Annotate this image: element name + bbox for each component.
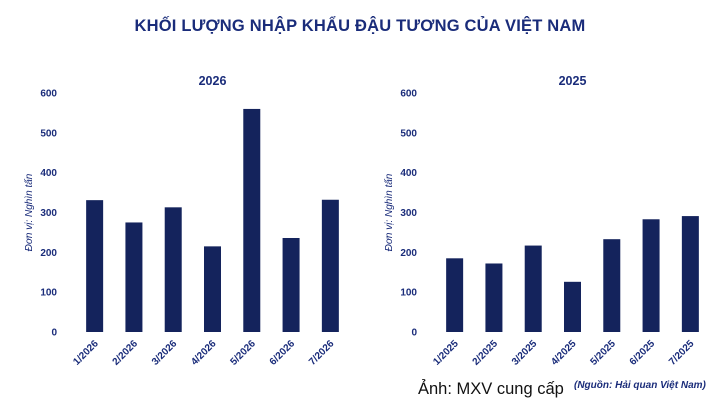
x-tick-label: 7/2025 (667, 338, 697, 368)
bar (204, 246, 221, 332)
bar (164, 207, 182, 332)
y-tick-label: 400 (40, 168, 57, 179)
bar (243, 108, 261, 332)
x-tick-label: 5/2026 (228, 338, 258, 368)
bar (485, 263, 503, 332)
y-tick-label: 400 (400, 168, 417, 179)
y-tick-label: 0 (411, 328, 417, 339)
bar (681, 216, 699, 332)
y-tick-label: 300 (400, 208, 417, 219)
bar (321, 199, 339, 332)
photo-caption: Ảnh: MXV cung cấp (418, 380, 564, 398)
y-axis-label: Đơn vị: Nghìn tấn (23, 173, 35, 251)
x-tick-label: 6/2026 (268, 338, 298, 368)
x-tick-label: 4/2025 (549, 338, 579, 368)
bar (642, 219, 660, 332)
y-tick-label: 500 (40, 128, 57, 139)
x-tick-label: 5/2025 (588, 338, 618, 368)
x-tick-label: 3/2025 (510, 338, 540, 368)
y-tick-label: 200 (400, 248, 417, 259)
y-tick-label: 300 (40, 208, 57, 219)
x-tick-label: 3/2026 (150, 338, 180, 368)
y-tick-label: 500 (400, 128, 417, 139)
x-tick-label: 2/2026 (111, 338, 141, 368)
bar (524, 245, 542, 332)
bar (125, 222, 143, 332)
bar (86, 200, 104, 332)
y-tick-label: 600 (40, 89, 57, 100)
bar (446, 258, 464, 332)
chart-title: 2025 (559, 74, 587, 88)
bar (603, 239, 621, 332)
x-tick-label: 1/2026 (71, 338, 101, 368)
y-tick-label: 100 (400, 288, 417, 299)
y-axis-label: Đơn vị: Nghìn tấn (383, 173, 395, 251)
y-tick-label: 200 (40, 248, 57, 259)
y-tick-label: 600 (400, 89, 417, 100)
chart-2026: 2026 0 100 200 300 400 500 600 Đơn vị: Nghìn tấn… (23, 74, 339, 368)
y-tick-label: 100 (40, 288, 57, 299)
chart-title: 2026 (199, 74, 227, 88)
x-tick-label: 1/2025 (431, 338, 461, 368)
page-title: KHỐI LƯỢNG NHẬP KHẨU ĐẬU TƯƠNG CỦA VIỆT … (134, 17, 586, 35)
x-tick-label: 2/2025 (471, 338, 501, 368)
y-tick-label: 0 (51, 328, 57, 339)
x-tick-label: 7/2026 (307, 338, 337, 368)
x-tick-label: 4/2026 (189, 338, 219, 368)
source-note: (Nguồn: Hải quan Việt Nam) (574, 380, 706, 391)
bar (282, 237, 300, 332)
bar (564, 281, 581, 332)
x-tick-label: 6/2025 (628, 338, 658, 368)
chart-2025: 2025 0 100 200 300 400 500 600 Đơn vị: Nghìn tấn… (383, 74, 699, 368)
